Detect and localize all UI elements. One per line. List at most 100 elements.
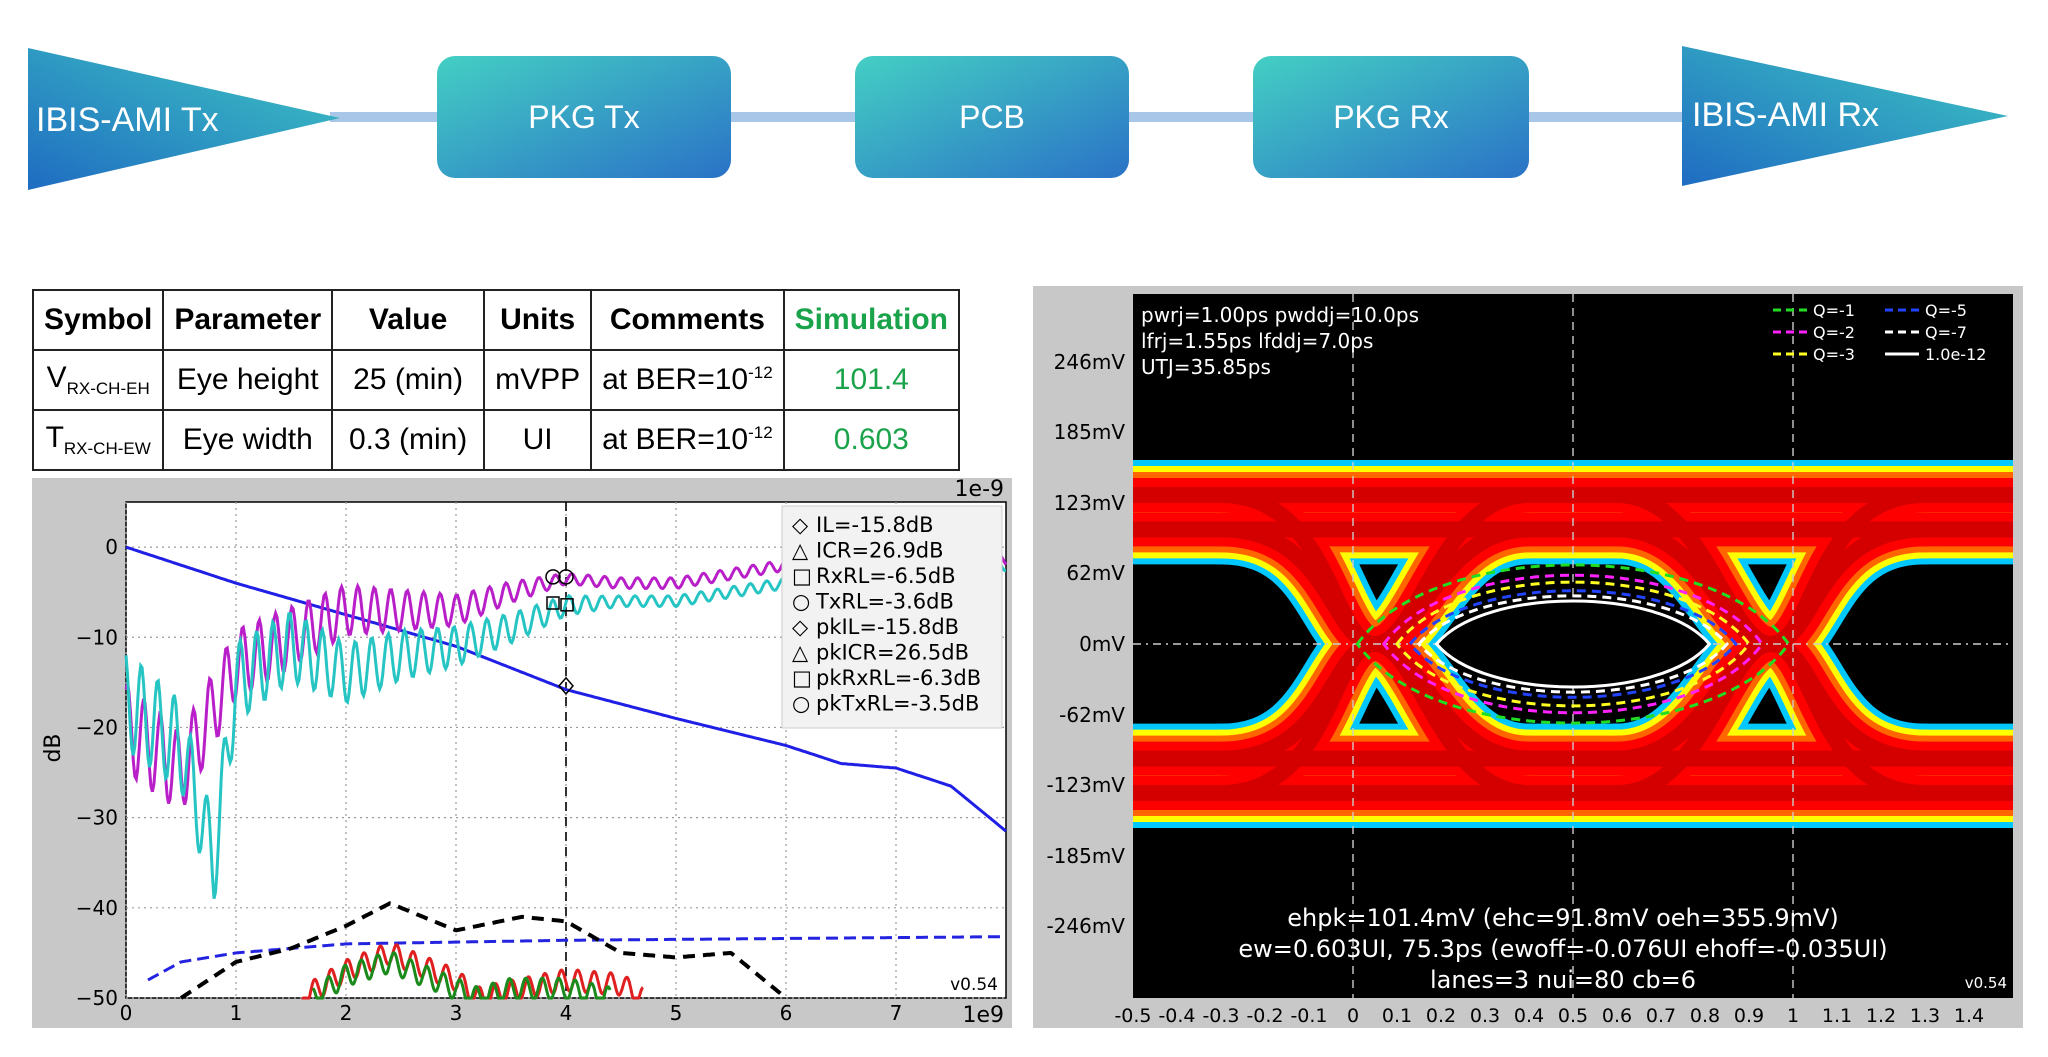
series-line — [125, 545, 1007, 833]
info-line-jitter-1: pwrj=1.00ps pwddj=10.0ps — [1141, 303, 1419, 327]
eye-contour — [1417, 594, 1729, 694]
y-tick-label: −20 — [76, 715, 118, 739]
eye-x-tick-label: 0.1 — [1382, 1005, 1412, 1027]
cell-simulation: 101.4 — [782, 349, 961, 411]
y-tick-label: −10 — [76, 625, 118, 649]
plot-legend: ◇ IL=-15.8dB△ ICR=26.9dB□ RxRL=-6.5dB○ TxRL=… — [781, 505, 1003, 729]
txrl-marker — [545, 569, 561, 585]
eye-summary: ehpk=101.4mV (ehc=91.8mV oeh=355.9mV) ew… — [1238, 904, 1887, 994]
x-tick-label: 1 — [230, 1001, 243, 1025]
legend-entry: ICR=26.9dB — [816, 539, 944, 563]
legend-symbol: ◇ — [792, 615, 809, 639]
eye-x-tick-label: -0.1 — [1290, 1005, 1327, 1027]
legend-symbol: ◇ — [792, 513, 809, 537]
eye-spec-table: Symbol Parameter Value Units Comments Si… — [31, 289, 961, 471]
block-ibis-ami-tx — [28, 48, 340, 190]
eye-x-tick-label: 0 — [1347, 1005, 1359, 1027]
cell-parameter: Eye width — [162, 409, 334, 471]
eye-y-tick-label: -123mV — [1046, 773, 1125, 797]
eye-y-tick-label: -246mV — [1046, 914, 1125, 938]
eye-x-tick-label: 0.4 — [1514, 1005, 1544, 1027]
summary-lanes: lanes=3 nui=80 cb=6 — [1430, 966, 1696, 994]
y-tick-label: −40 — [76, 896, 118, 920]
x-tick-label: 7 — [890, 1001, 903, 1025]
legend-box — [781, 505, 1003, 729]
cell-value: 0.3 (min) — [331, 409, 486, 471]
eye-contour — [1434, 599, 1712, 689]
cell-symbol: TRX-CH-EW — [31, 409, 165, 471]
header-units: Units — [483, 289, 593, 351]
legend-symbol: △ — [792, 539, 809, 563]
eye-x-tick-label: -0.5 — [1114, 1005, 1151, 1027]
y-tick-label: −30 — [76, 806, 118, 830]
block-label-pkg-rx: PKG Rx — [1333, 99, 1449, 135]
legend-entry: TxRL=-3.6dB — [815, 590, 954, 614]
eye-traces — [1133, 294, 2013, 998]
eye-x-tick-label: 1.1 — [1822, 1005, 1852, 1027]
plot-ticks: 0 1 2 3 4 5 6 7 0 −10 −20 −30 −40 −50 — [76, 535, 903, 1025]
legend-symbol: □ — [792, 564, 812, 588]
eye-x-tick-label: -0.3 — [1202, 1005, 1239, 1027]
legend-symbol: ○ — [792, 590, 810, 614]
eye-legend-entry: 1.0e-12 — [1925, 345, 1986, 364]
eye-x-tick-label: 0.7 — [1646, 1005, 1676, 1027]
series-line — [311, 951, 612, 1000]
cell-simulation: 0.603 — [782, 409, 961, 471]
legend-entry: pkRxRL=-6.3dB — [816, 666, 981, 690]
eye-trace-band — [1609, 521, 1933, 767]
eye-y-tick-label: 62mV — [1066, 561, 1125, 585]
eye-y-tick-label: -62mV — [1059, 703, 1125, 727]
header-simulation: Simulation — [782, 289, 961, 351]
eye-x-tick-label: 0.5 — [1558, 1005, 1588, 1027]
legend-symbol: ○ — [792, 692, 810, 716]
block-label-ibis-ami-tx: IBIS-AMI Tx — [36, 101, 219, 139]
block-ibis-ami-rx — [1682, 46, 2008, 186]
eye-contours — [1355, 563, 1791, 725]
pkrxrl-marker — [560, 598, 574, 612]
table-row: TRX-CH-EW Eye width 0.3 (min) UI at BER=… — [31, 409, 961, 471]
table-row: VRX-CH-EH Eye height 25 (min) mVPP at BE… — [31, 349, 961, 411]
plot-version: v0.54 — [950, 975, 998, 995]
eye-legend: Q=-1 Q=-5 Q=-2 Q=-7 Q=-3 1.0e-12 — [1773, 301, 1986, 364]
eye-y-tick-label: 0mV — [1079, 632, 1125, 656]
cell-units: mVPP — [483, 349, 593, 411]
summary-eye-width: ew=0.603UI, 75.3ps (ewoff=-0.076UI ehoff… — [1238, 935, 1887, 963]
eye-x-tick-label: 0.3 — [1470, 1005, 1500, 1027]
eye-y-tick-label: 123mV — [1054, 491, 1126, 515]
block-pkg-rx — [1253, 56, 1529, 178]
pktxrl-marker — [558, 569, 574, 585]
eye-contour — [1408, 589, 1738, 699]
legend-entry: IL=-15.8dB — [816, 513, 934, 537]
block-label-pcb: PCB — [959, 99, 1025, 135]
eye-opening — [1436, 601, 1710, 687]
cell-symbol: VRX-CH-EH — [31, 349, 165, 411]
summary-eye-height: ehpk=101.4mV (ehc=91.8mV oeh=355.9mV) — [1287, 904, 1839, 932]
header-comments: Comments — [590, 289, 785, 351]
x-tick-label: 3 — [450, 1001, 463, 1025]
cell-parameter: Eye height — [162, 349, 334, 411]
eye-x-tick-label: 1 — [1787, 1005, 1799, 1027]
eye-x-tick-label: 0.2 — [1426, 1005, 1456, 1027]
eye-x-tick-label: 0.8 — [1690, 1005, 1720, 1027]
eye-legend-entry: Q=-7 — [1925, 323, 1967, 342]
eye-y-tick-label: -185mV — [1046, 844, 1125, 868]
table-header-row: Symbol Parameter Value Units Comments Si… — [31, 289, 961, 351]
header-value: Value — [331, 289, 486, 351]
eye-x-tick-label: 1.3 — [1910, 1005, 1940, 1027]
eye-ticks: -0.5 -0.4 -0.3 -0.2 -0.1 0 0.1 0.2 0.3 0.4 0.5 0.6 0… — [1046, 350, 1984, 1027]
info-line-jitter-2: lfrj=1.55ps lfddj=7.0ps — [1141, 329, 1373, 353]
series-line — [179, 901, 788, 1000]
block-label-pkg-tx: PKG Tx — [528, 99, 639, 135]
eye-version: v0.54 — [1965, 974, 2007, 992]
eye-x-tick-label: 1.4 — [1954, 1005, 1984, 1027]
eye-x-tick-label: 0.6 — [1602, 1005, 1632, 1027]
eye-legend-entry: Q=-1 — [1813, 301, 1855, 320]
channel-flow-diagram: IBIS-AMI Tx PKG Tx PCB PKG Rx IBIS-AMI R… — [28, 46, 2008, 190]
x-tick-label: 4 — [560, 1001, 573, 1025]
block-pcb — [855, 56, 1129, 178]
x-tick-label: 5 — [670, 1001, 683, 1025]
y-tick-label: −50 — [76, 986, 118, 1010]
eye-x-tick-label: -0.4 — [1158, 1005, 1195, 1027]
info-line-utj: UTJ=35.85ps — [1141, 355, 1271, 379]
eye-y-tick-label: 185mV — [1054, 420, 1126, 444]
